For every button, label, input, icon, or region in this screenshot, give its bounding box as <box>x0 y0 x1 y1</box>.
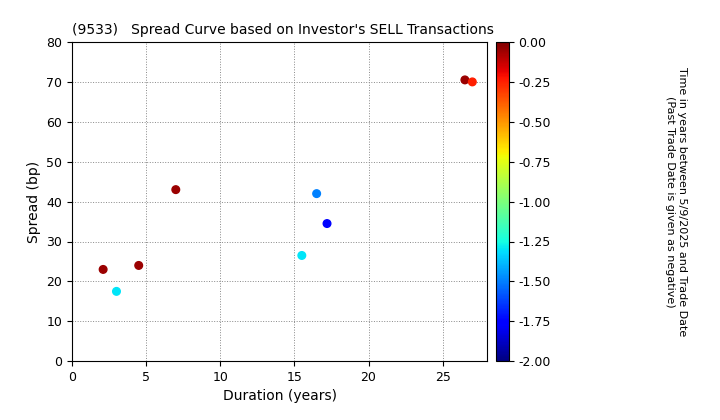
X-axis label: Duration (years): Duration (years) <box>222 389 336 404</box>
Point <box>311 190 323 197</box>
Point <box>467 79 478 85</box>
Point <box>170 186 181 193</box>
Point <box>321 220 333 227</box>
Point <box>133 262 145 269</box>
Y-axis label: Spread (bp): Spread (bp) <box>27 160 41 243</box>
Point <box>459 76 471 83</box>
Text: (9533)   Spread Curve based on Investor's SELL Transactions: (9533) Spread Curve based on Investor's … <box>72 23 494 37</box>
Point <box>97 266 109 273</box>
Point <box>296 252 307 259</box>
Point <box>111 288 122 295</box>
Y-axis label: Time in years between 5/9/2025 and Trade Date
(Past Trade Date is given as negat: Time in years between 5/9/2025 and Trade… <box>665 67 687 336</box>
